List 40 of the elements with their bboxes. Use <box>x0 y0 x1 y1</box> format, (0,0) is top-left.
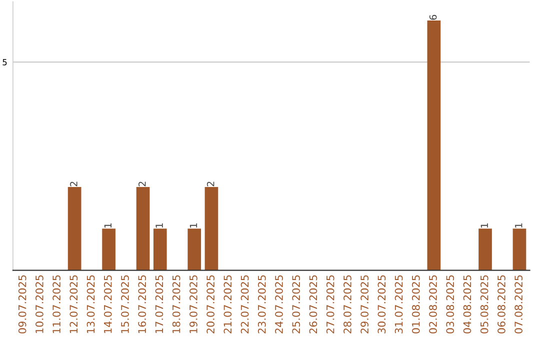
x-tick-label: 25.07.2025 <box>292 275 300 334</box>
x-tick-label: 14.07.2025 <box>104 275 112 333</box>
x-tick-label: 19.07.2025 <box>189 275 198 333</box>
x-tick-label: 22.07.2025 <box>240 275 249 334</box>
x-tick-label: 17.07.2025 <box>155 275 164 333</box>
x-tick-label: 27.07.2025 <box>326 275 334 334</box>
x-tick-label: 26.07.2025 <box>309 275 318 334</box>
x-tick-label: 28.07.2025 <box>343 275 352 334</box>
data-label: 6 <box>429 14 437 20</box>
data-label: 2 <box>70 182 78 186</box>
x-tick-label: 29.07.2025 <box>360 275 368 334</box>
data-label: 2 <box>138 182 146 186</box>
data-label: 1 <box>515 223 522 228</box>
x-tick-label: 03.08.2025 <box>446 275 454 334</box>
x-tick-label: 11.07.2025 <box>52 275 60 333</box>
x-tick-label: 30.07.2025 <box>378 275 386 334</box>
x-tick-label: 31.07.2025 <box>394 275 403 334</box>
data-label: 1 <box>190 223 198 228</box>
x-tick-label: 15.07.2025 <box>121 275 129 333</box>
x-tick-label: 23.07.2025 <box>258 275 266 334</box>
x-tick-label: 07.08.2025 <box>514 275 522 334</box>
x-tick-label: 13.07.2025 <box>86 275 95 333</box>
x-tick-label: 21.07.2025 <box>224 275 232 334</box>
data-label: 1 <box>156 223 163 228</box>
x-tick-label: 16.07.2025 <box>138 275 146 333</box>
x-tick-label: 18.07.2025 <box>172 275 180 333</box>
data-label: 2 <box>206 182 214 186</box>
x-tick-label: 24.07.2025 <box>275 275 283 334</box>
x-tick-label: 04.08.2025 <box>463 275 472 334</box>
x-tick-label: 20.07.2025 <box>206 275 214 334</box>
x-tick-label: 10.07.2025 <box>35 275 44 333</box>
x-tick-label: 06.08.2025 <box>498 275 506 334</box>
x-tick-label: 01.08.2025 <box>412 275 420 334</box>
x-tick-label: 05.08.2025 <box>480 275 488 334</box>
x-tick-label: 02.08.2025 <box>429 275 437 334</box>
data-label: 1 <box>104 223 112 228</box>
data-label: 1 <box>480 223 488 228</box>
y-tick-label: 5 <box>2 59 7 66</box>
x-tick-label: 12.07.2025 <box>70 275 78 333</box>
x-tick-label: 09.07.2025 <box>18 275 26 334</box>
